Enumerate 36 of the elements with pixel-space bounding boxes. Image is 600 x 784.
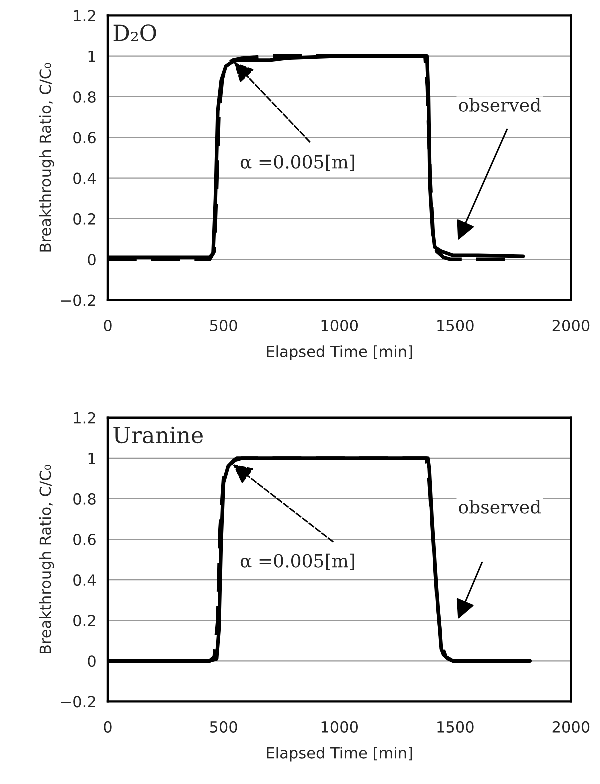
annotation: α =0.005[m]	[240, 554, 354, 570]
y-tick-label: 0	[88, 254, 96, 266]
y-tick-label: 0.8	[74, 91, 96, 104]
annotation: observed	[459, 500, 542, 514]
x-tick-label: 0	[104, 721, 112, 733]
x-axis-title: Elapsed Time [min]	[267, 747, 412, 762]
y-tick-label: 0.6	[74, 534, 96, 546]
x-tick-label: 1500	[438, 721, 474, 733]
y-tick-label: 1	[88, 51, 96, 62]
x-tick-label: 0	[104, 320, 112, 332]
x-tick-label: 1000	[322, 320, 358, 332]
y-tick-label: 1.2	[74, 412, 96, 424]
y-tick-label: 0.6	[74, 132, 96, 144]
x-axis-title: Elapsed Time [min]	[267, 346, 412, 360]
y-axis-title: Breakthrough Ratio, C/C₀	[39, 465, 54, 654]
y-tick-label: 0.8	[74, 493, 96, 505]
annotation: observed	[459, 98, 542, 112]
y-tick-label: −0.2	[61, 294, 96, 306]
y-tick-label: 1	[88, 453, 96, 464]
x-tick-label: 2000	[552, 320, 590, 332]
x-tick-label: 1000	[322, 721, 358, 733]
y-tick-label: −0.2	[61, 696, 96, 708]
y-tick-label: 1.2	[74, 10, 96, 22]
x-tick-label: 1500	[438, 320, 474, 332]
y-tick-label: 0	[88, 656, 96, 668]
y-tick-label: 0.4	[74, 574, 96, 586]
y-tick-label: 0.4	[74, 172, 96, 184]
x-tick-label: 2000	[552, 721, 590, 733]
annotation: α =0.005[m]	[240, 154, 354, 172]
y-tick-label: 0.2	[74, 615, 96, 627]
x-tick-label: 500	[210, 320, 238, 332]
chart-title: Uranine	[114, 426, 204, 444]
y-axis-title: Breakthrough Ratio, C/C₀	[39, 63, 54, 252]
x-tick-label: 500	[210, 721, 238, 733]
chart-title: D₂O	[114, 24, 156, 42]
y-tick-label: 0.2	[74, 213, 96, 225]
